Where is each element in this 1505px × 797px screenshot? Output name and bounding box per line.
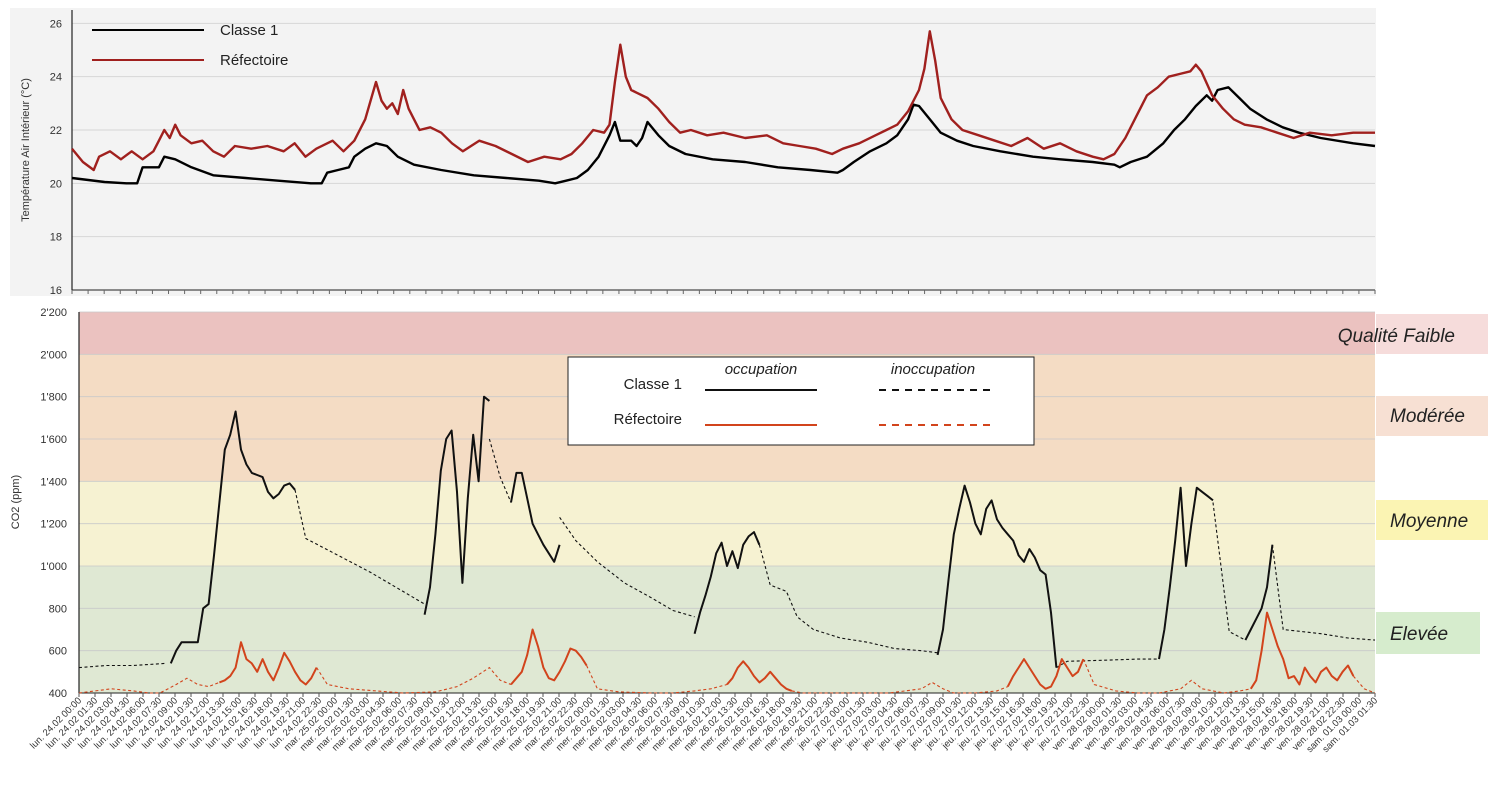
co2-y-axis-label: CO2 (ppm) [10, 475, 22, 529]
co2-line-refectoire-inoccupation [78, 677, 220, 694]
co2-line-classe1-inoccupation [78, 662, 166, 669]
co2-y-tick-label: 1'600 [40, 434, 67, 446]
temperature-y-tick-label: 16 [50, 285, 62, 297]
co2-legend-header-occupation: occupation [725, 361, 798, 378]
temperature-plot-background [10, 8, 1376, 296]
temperature-y-tick-label: 22 [50, 125, 62, 137]
co2-y-tick-label: 1'800 [40, 392, 67, 404]
co2-line-classe1-occupation [1158, 486, 1214, 660]
co2-line-refectoire-inoccupation [316, 666, 512, 694]
co2-y-tick-label: 2'200 [40, 307, 67, 319]
temperature-y-tick-label: 24 [50, 72, 62, 84]
co2-line-classe1-occupation [936, 484, 1058, 668]
co2-y-tick-label: 600 [49, 646, 67, 658]
co2-quality-band [79, 312, 1375, 355]
co2-y-tick-label: 2'000 [40, 349, 67, 361]
temperature-line-refectoire [71, 30, 1375, 172]
co2-y-tick-label: 1'200 [40, 519, 67, 531]
temperature-line-classe1 [71, 86, 1376, 185]
co2-y-tick-label: 1'000 [40, 561, 67, 573]
co2-quality-tag-label: Qualité Faible [1338, 326, 1455, 347]
co2-line-refectoire-occupation [726, 660, 793, 692]
co2-line-refectoire-inoccupation [1352, 675, 1376, 694]
co2-legend-row-label: Classe 1 [624, 376, 682, 393]
co2-line-refectoire-occupation [1249, 611, 1355, 690]
temperature-legend-label: Classe 1 [220, 22, 278, 39]
co2-legend-header-inoccupation: inoccupation [891, 361, 975, 378]
co2-quality-tag-bg [1376, 396, 1488, 436]
co2-quality-tag-label: Elevée [1390, 624, 1448, 645]
co2-line-classe1-inoccupation [559, 516, 695, 618]
co2-line-classe1-inoccupation [488, 438, 512, 503]
co2-line-refectoire-occupation [1006, 658, 1085, 690]
temperature-y-tick-label: 26 [50, 18, 62, 30]
co2-line-classe1-inoccupation [758, 544, 938, 654]
co2-y-tick-label: 1'400 [40, 476, 67, 488]
temperature-y-tick-label: 20 [50, 178, 62, 190]
co2-line-refectoire-occupation [219, 641, 318, 686]
co2-quality-tag-label: Modérée [1390, 406, 1465, 427]
co2-line-refectoire-occupation [510, 628, 588, 686]
co2-legend-box [567, 356, 1035, 446]
co2-legend-row-label: Réfectoire [614, 411, 682, 428]
co2-line-classe1-inoccupation [1271, 544, 1376, 641]
co2-y-tick-label: 800 [49, 603, 67, 615]
co2-quality-tag-bg [1376, 612, 1480, 654]
temperature-legend-label: Réfectoire [220, 52, 288, 69]
temperature-y-tick-label: 18 [50, 232, 62, 244]
co2-line-classe1-occupation [1244, 544, 1274, 641]
co2-line-classe1-occupation [169, 410, 296, 664]
co2-quality-tag-bg [1376, 500, 1488, 540]
co2-line-classe1-occupation [423, 395, 491, 615]
co2-line-classe1-occupation [510, 471, 561, 563]
co2-line-refectoire-inoccupation [586, 665, 728, 694]
co2-quality-tag-label: Moyenne [1390, 511, 1468, 532]
temperature-y-axis-label: Température Air Intérieur (°C) [20, 78, 32, 222]
co2-line-classe1-inoccupation [294, 489, 425, 605]
co2-y-tick-label: 400 [49, 688, 67, 700]
co2-line-classe1-occupation [693, 531, 761, 634]
co2-quality-tag-bg [1376, 314, 1488, 354]
co2-quality-band [79, 566, 1375, 693]
